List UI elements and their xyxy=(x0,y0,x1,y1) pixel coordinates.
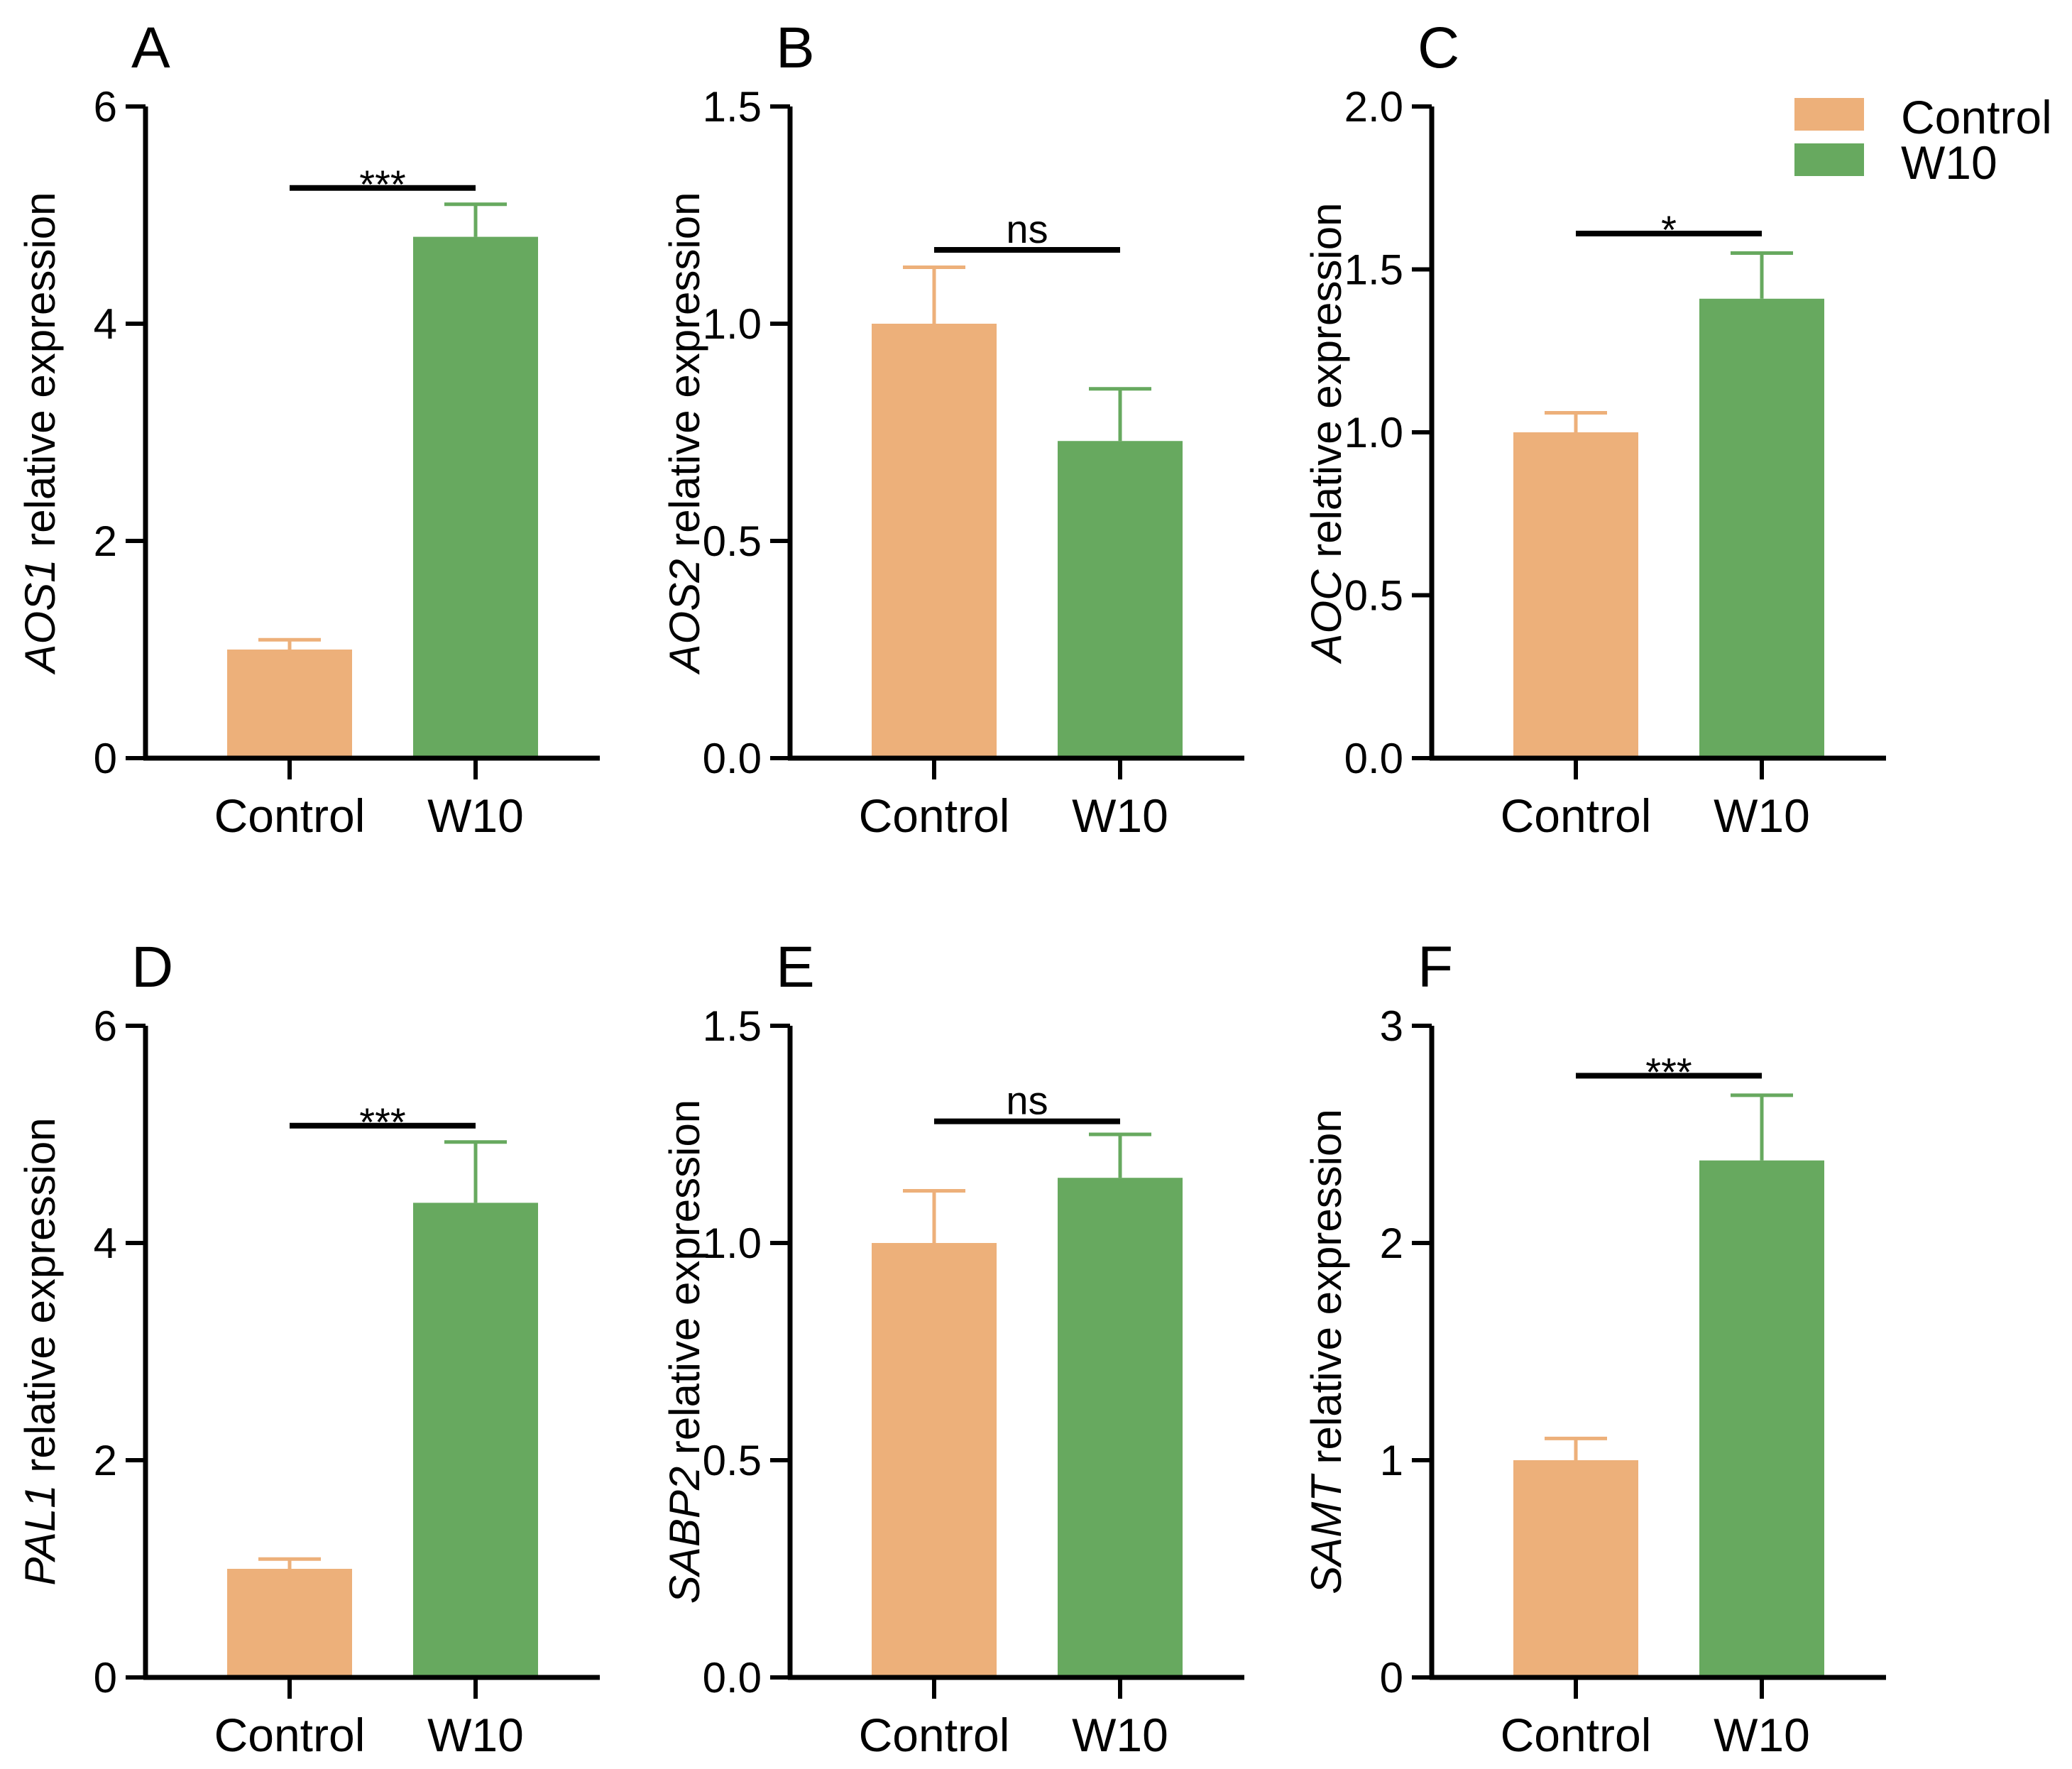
y-tick-label-c-1: 0.5 xyxy=(1344,572,1403,620)
y-axis-label-gene-c: AOC xyxy=(1303,569,1350,664)
y-axis-label-gene-a: AOS1 xyxy=(16,559,64,674)
bar-e-w10 xyxy=(1058,1178,1183,1677)
y-axis-label-gene-b: AOS2 xyxy=(661,559,708,674)
bar-b-w10 xyxy=(1058,441,1183,758)
bar-e-control xyxy=(872,1243,997,1677)
y-axis-label-c: AOC relative expression xyxy=(1303,203,1350,664)
y-axis-label-gene-d: PAL1 xyxy=(16,1484,64,1585)
y-axis-label-e: SABP2 relative expression xyxy=(661,1100,708,1604)
y-tick-label-c-0: 0.0 xyxy=(1344,735,1403,782)
y-tick-label-b-0: 0.0 xyxy=(703,735,762,782)
legend-label-w10: W10 xyxy=(1901,136,1997,189)
y-tick-label-d-2: 4 xyxy=(94,1220,117,1267)
y-tick-label-b-2: 1.0 xyxy=(703,300,762,348)
y-axis-label-b: AOS2 relative expression xyxy=(661,192,708,675)
panel-letter-c: C xyxy=(1418,16,1459,80)
legend: Control W10 xyxy=(1794,91,2052,189)
x-tick-label-a-w10: W10 xyxy=(427,789,524,842)
y-tick-label-b-1: 0.5 xyxy=(703,517,762,565)
y-tick-label-c-2: 1.0 xyxy=(1344,409,1403,456)
panel-letter-e: E xyxy=(776,935,815,999)
y-axis-label-f: SAMT relative expression xyxy=(1303,1109,1350,1594)
panel-letter-f: F xyxy=(1418,935,1453,999)
significance-label-a: *** xyxy=(359,162,405,207)
y-tick-label-a-2: 4 xyxy=(94,300,117,348)
panels: A 0 2 4 6 Control W10 AOS1 relative expression *… xyxy=(16,16,1886,1761)
significance-label-c: * xyxy=(1661,207,1677,252)
significance-label-f: *** xyxy=(1645,1049,1692,1094)
y-tick-label-a-3: 6 xyxy=(94,83,117,131)
y-axis-label-suffix-b: relative expression xyxy=(661,192,708,559)
y-axis-label-suffix-f: relative expression xyxy=(1303,1109,1350,1476)
panel-letter-b: B xyxy=(776,16,815,80)
significance-label-e: ns xyxy=(1006,1078,1048,1123)
bar-f-w10 xyxy=(1699,1160,1824,1677)
y-tick-label-e-2: 1.0 xyxy=(703,1220,762,1267)
bar-c-w10 xyxy=(1699,298,1824,758)
y-tick-label-a-0: 0 xyxy=(94,735,117,782)
x-tick-label-c-w10: W10 xyxy=(1714,789,1810,842)
x-tick-label-b-w10: W10 xyxy=(1072,789,1168,842)
panel-a: A 0 2 4 6 Control W10 AOS1 relative expression *… xyxy=(16,16,600,842)
x-tick-label-d-control: Control xyxy=(214,1709,366,1761)
y-tick-label-e-3: 1.5 xyxy=(703,1002,762,1050)
bar-d-control xyxy=(227,1569,352,1677)
legend-swatch-control xyxy=(1794,98,1864,131)
x-tick-label-e-control: Control xyxy=(859,1709,1010,1761)
y-tick-label-c-3: 1.5 xyxy=(1344,246,1403,294)
y-tick-label-e-1: 0.5 xyxy=(703,1437,762,1484)
x-tick-label-a-control: Control xyxy=(214,789,366,842)
x-tick-label-d-w10: W10 xyxy=(427,1709,524,1761)
panel-letter-a: A xyxy=(131,16,170,80)
y-tick-label-d-0: 0 xyxy=(94,1654,117,1702)
y-tick-label-f-1: 1 xyxy=(1380,1437,1403,1484)
y-axis-label-suffix-e: relative expression xyxy=(661,1100,708,1467)
bar-b-control xyxy=(872,324,997,758)
y-axis-label-suffix-a: relative expression xyxy=(16,192,64,559)
y-tick-label-b-3: 1.5 xyxy=(703,83,762,131)
panel-c: C 0.0 0.5 1.0 1.5 2.0 Control W10 AOC relative e… xyxy=(1303,16,1886,842)
y-axis-label-gene-f: SAMT xyxy=(1303,1473,1350,1594)
y-axis-label-d: PAL1 relative expression xyxy=(16,1117,64,1585)
y-axis-label-suffix-c: relative expression xyxy=(1303,203,1350,570)
y-tick-label-c-4: 2.0 xyxy=(1344,83,1403,131)
significance-label-b: ns xyxy=(1006,207,1048,251)
y-tick-label-f-2: 2 xyxy=(1380,1220,1403,1267)
bar-d-w10 xyxy=(413,1203,538,1677)
panel-letter-d: D xyxy=(131,935,173,999)
y-tick-label-f-3: 3 xyxy=(1380,1002,1403,1050)
y-axis-label-gene-e: SABP2 xyxy=(661,1467,708,1604)
significance-label-d: *** xyxy=(359,1100,405,1144)
panel-d: D 0 2 4 6 Control W10 PAL1 relative expression *… xyxy=(16,935,600,1761)
x-tick-label-b-control: Control xyxy=(859,789,1010,842)
y-axis-label-suffix-d: relative expression xyxy=(16,1117,64,1484)
bar-a-w10 xyxy=(413,236,538,759)
legend-label-control: Control xyxy=(1901,91,2052,143)
x-tick-label-e-w10: W10 xyxy=(1072,1709,1168,1761)
y-tick-label-a-1: 2 xyxy=(94,517,117,565)
x-tick-label-f-w10: W10 xyxy=(1714,1709,1810,1761)
legend-swatch-w10 xyxy=(1794,143,1864,176)
y-axis-label-a: AOS1 relative expression xyxy=(16,192,64,675)
bar-f-control xyxy=(1513,1460,1638,1677)
y-tick-label-d-1: 2 xyxy=(94,1437,117,1484)
bar-a-control xyxy=(227,650,352,758)
y-tick-label-d-3: 6 xyxy=(94,1002,117,1050)
y-tick-label-f-0: 0 xyxy=(1380,1654,1403,1702)
x-tick-label-f-control: Control xyxy=(1501,1709,1652,1761)
x-tick-label-c-control: Control xyxy=(1501,789,1652,842)
panel-b: B 0.0 0.5 1.0 1.5 Control W10 AOS2 relative exp… xyxy=(661,16,1244,842)
bar-c-control xyxy=(1513,432,1638,758)
y-tick-label-e-0: 0.0 xyxy=(703,1654,762,1702)
panel-e: E 0.0 0.5 1.0 1.5 Control W10 SABP2 relative ex… xyxy=(661,935,1244,1761)
panel-f: F 0 1 2 3 Control W10 SAMT relative expression *… xyxy=(1303,935,1886,1761)
